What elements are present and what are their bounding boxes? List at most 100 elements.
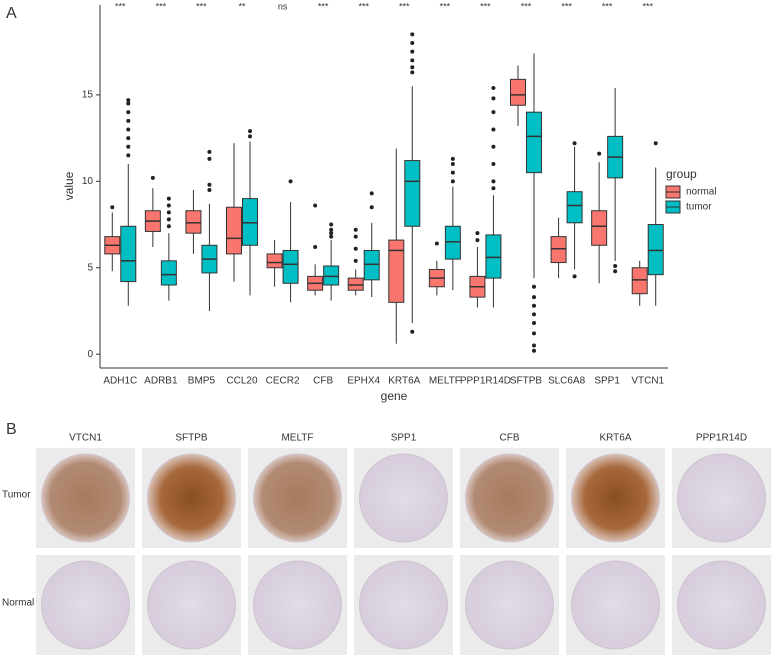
significance-label: *** [521, 1, 532, 11]
outlier [475, 231, 480, 236]
outlier [166, 217, 171, 222]
outlier [491, 110, 496, 115]
outlier [532, 295, 536, 300]
legend-label: normal [686, 187, 717, 198]
outlier [207, 149, 212, 154]
column-header: MELTF [281, 433, 313, 444]
outlier [150, 175, 155, 180]
tissue-core [359, 453, 448, 543]
outlier [613, 269, 618, 274]
outlier [532, 312, 536, 317]
row-label: Tumor [2, 490, 31, 501]
column-header: CFB [500, 433, 520, 444]
panel-label: B [6, 421, 17, 438]
tissue-core [571, 560, 660, 650]
outlier [313, 245, 318, 249]
outlier [450, 162, 455, 167]
outlier [410, 41, 415, 46]
outlier [126, 144, 131, 149]
outlier [248, 134, 252, 139]
column-header: KRT6A [599, 433, 631, 444]
outlier [329, 222, 334, 227]
y-tick-label: 10 [82, 176, 94, 187]
outlier [410, 65, 415, 70]
tissue-core [465, 453, 554, 543]
ihc-grid: VTCN1 SFTPB MELTF SPP1 CFB KRT6A PPP1R14D Tumor… [2, 433, 771, 655]
x-tick-label: SLC6A8 [548, 376, 586, 387]
box [526, 111, 542, 174]
outlier [248, 129, 252, 134]
tissue-core [253, 453, 342, 543]
legend-title: group [666, 167, 697, 181]
outlier [491, 179, 496, 184]
significance-label: *** [358, 1, 369, 11]
outlier [369, 205, 374, 210]
outlier [491, 186, 496, 191]
outlier [329, 227, 334, 232]
x-axis-title: gene [381, 389, 408, 403]
outlier [450, 156, 455, 161]
x-tick-label: SPP1 [594, 376, 620, 387]
outlier [613, 264, 618, 269]
outlier [166, 196, 171, 201]
outlier [166, 224, 171, 229]
box [363, 249, 380, 281]
x-tick-label: ADH1C [103, 376, 137, 387]
tissue-core [253, 560, 342, 650]
outlier [491, 85, 496, 90]
y-tick-label: 0 [87, 349, 93, 360]
box [631, 267, 648, 295]
box [444, 225, 461, 260]
outlier [126, 136, 131, 141]
outlier [653, 141, 658, 146]
box [242, 198, 258, 246]
outlier [410, 49, 415, 54]
outlier [491, 96, 496, 101]
outlier [450, 170, 455, 175]
y-tick-label: 15 [82, 90, 94, 101]
legend-label: tumor [686, 202, 712, 213]
y-axis-title: value [62, 171, 76, 200]
x-tick-label: EPHX4 [347, 376, 380, 387]
outlier [532, 348, 536, 353]
box [226, 206, 242, 255]
outlier [110, 205, 115, 210]
outlier [126, 101, 131, 106]
outlier [353, 234, 358, 239]
significance-label: *** [399, 1, 410, 11]
significance-label: *** [318, 1, 329, 11]
significance-label: *** [561, 1, 572, 11]
outlier [532, 303, 536, 308]
significance-label: *** [480, 1, 491, 11]
outlier [450, 179, 455, 184]
box [266, 253, 283, 269]
significance-label: *** [115, 1, 126, 11]
outlier [369, 191, 374, 196]
x-tick-label: PPP1R14D [460, 376, 511, 387]
box [591, 210, 608, 246]
outlier [410, 70, 415, 75]
significance-label: ns [278, 1, 288, 11]
outlier [353, 258, 358, 263]
tissue-core [571, 453, 660, 543]
outlier [126, 127, 131, 132]
box [388, 239, 405, 303]
x-tick-label: SFTPB [510, 376, 543, 387]
outlier [329, 234, 334, 239]
outlier [313, 203, 318, 208]
outlier [126, 118, 131, 123]
box [485, 234, 502, 279]
outlier [126, 98, 131, 103]
significance-label: *** [440, 1, 451, 11]
x-tick-label: VTCN1 [631, 376, 664, 387]
box [647, 224, 664, 276]
outlier [434, 241, 439, 246]
x-tick-label: MELTF [429, 376, 461, 387]
outlier [288, 179, 293, 184]
outlier [475, 238, 480, 243]
box [160, 260, 177, 286]
tissue-core [465, 560, 554, 650]
outlier [166, 203, 171, 208]
x-tick-label: BMP5 [188, 376, 216, 387]
